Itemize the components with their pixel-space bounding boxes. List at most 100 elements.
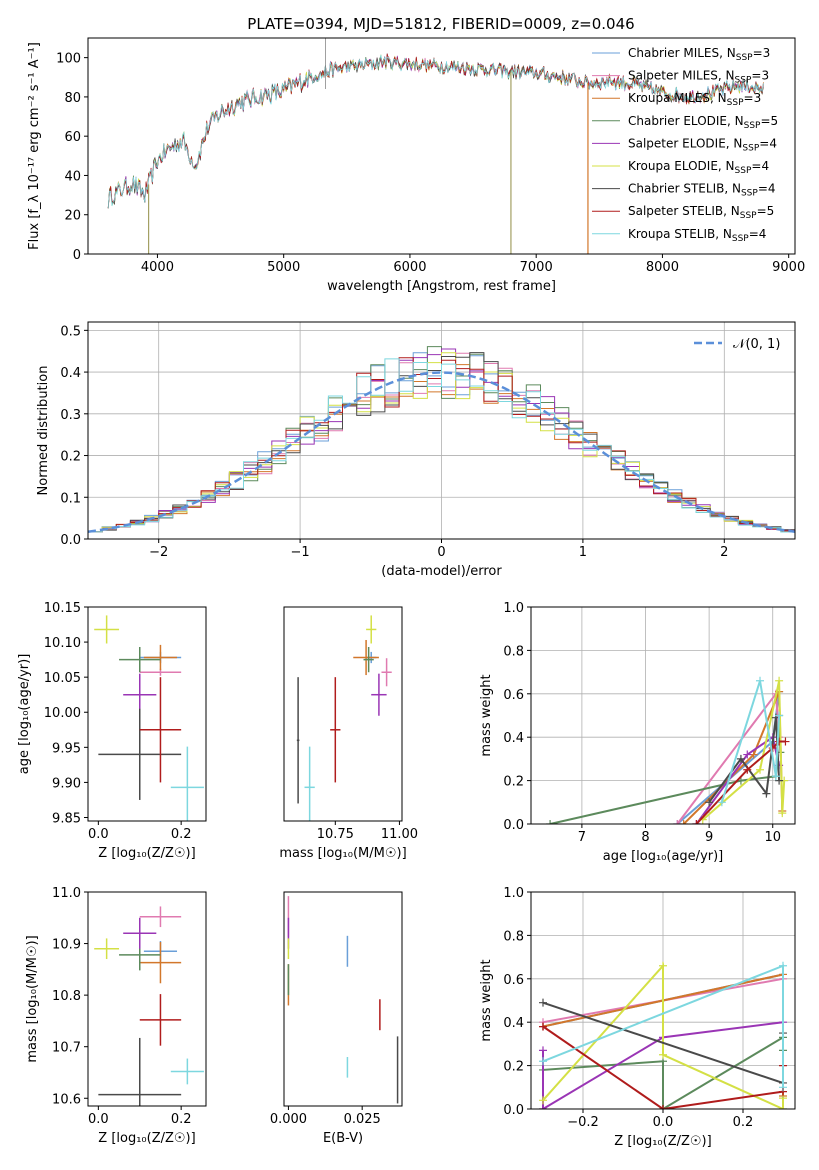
y-axis-label: mass [log₁₀(M/M☉)]	[25, 935, 40, 1062]
weight-marker	[779, 1105, 787, 1109]
x-tick-label: 0.2	[171, 1112, 192, 1127]
y-tick-label: 0.3	[60, 408, 81, 423]
y-tick-label: 9.95	[52, 741, 81, 756]
y-tick-label: 10.15	[44, 601, 81, 616]
weight-marker	[539, 1022, 547, 1031]
weight_vs_age-marks	[546, 676, 790, 824]
weight-marker	[736, 754, 745, 763]
weight_vs_Z-panel: −0.2 0.0 0.2 0.0 0.2 0.4 0.6 0.8 1.0 Z [log₁₀(Z/Z…	[479, 886, 796, 1149]
age_vs_Z-plot-area	[88, 607, 206, 821]
y-tick-label: 0.4	[503, 1016, 524, 1031]
x-axis-label: (data-model)/error	[381, 564, 502, 579]
mass_vs_ebv-marks	[287, 896, 399, 1104]
y-tick-label: 1.0	[503, 601, 524, 616]
weight-marker	[659, 1105, 667, 1109]
errorbar-point-7	[296, 677, 300, 804]
x-tick-label: 0.025	[344, 1112, 381, 1127]
y-axis-label: age [log₁₀(age/yr)]	[17, 654, 32, 775]
weight-line-5	[695, 735, 781, 824]
x-tick-label: 5000	[267, 260, 300, 275]
weight_vs_age-panel: 7 8 9 10 0.0 0.2 0.4 0.6 0.8 1.0 age [log₁₀(age/yr…	[479, 601, 796, 864]
legend-entry: Salpeter STELIB, NSSP=5	[628, 204, 774, 221]
weight-marker	[705, 798, 714, 807]
y-tick-label: 0.8	[503, 929, 524, 944]
age_vs_mass-panel: 10.75 11.00 mass [log₁₀(M/M☉)]	[279, 606, 418, 861]
weight-marker	[539, 1046, 547, 1055]
weight_vs_age-axes: 7 8 9 10 0.0 0.2 0.4 0.6 0.8 1.0 age [log₁₀(age/yr…	[479, 601, 796, 864]
y-tick-label: 80	[64, 91, 81, 106]
x-tick-label: 6000	[393, 260, 426, 275]
y-tick-label: 0.0	[60, 533, 81, 548]
y-tick-label: 100	[56, 52, 81, 67]
errorbar-point-4	[363, 646, 374, 673]
legend-entry: Chabrier MILES, NSSP=3	[628, 46, 770, 63]
legend-entry: Chabrier STELIB, NSSP=4	[628, 182, 776, 199]
x-tick-label: 0.0	[653, 1115, 674, 1130]
legend-entry: Salpeter ELODIE, NSSP=4	[628, 136, 777, 153]
y-tick-label: 0.5	[60, 324, 81, 339]
mass_vs_ebv-axes: 0.000 0.025 E(B-V)	[270, 891, 403, 1146]
weight-marker	[756, 765, 765, 774]
legend-entry: Kroupa STELIB, NSSP=4	[628, 227, 766, 244]
x-tick-label: 7	[578, 830, 586, 845]
x-tick-label: 0	[437, 545, 445, 560]
x-tick-label: −0.2	[567, 1115, 599, 1130]
y-tick-label: 10.7	[52, 1041, 81, 1056]
weight-marker	[659, 961, 667, 970]
errorbar-point-6	[366, 615, 377, 644]
weight-marker	[778, 809, 787, 818]
y-axis-label: Normed distribution	[36, 366, 51, 496]
y-tick-label: 10.8	[52, 989, 81, 1004]
errorbar-point-9	[170, 746, 204, 821]
weight-marker	[775, 711, 784, 720]
weight-marker	[539, 998, 547, 1007]
age_vs_Z-marks	[94, 615, 204, 821]
legend-entry: Kroupa ELODIE, NSSP=4	[628, 159, 769, 176]
mass_vs_Z-marks	[94, 906, 204, 1106]
weight-line-9	[720, 680, 781, 803]
x-tick-label: 0.0	[88, 1112, 109, 1127]
errorbar-point-3	[353, 639, 379, 676]
errorbar-point-8	[139, 677, 182, 783]
y-tick-label: 10.10	[44, 636, 81, 651]
weight-marker	[781, 737, 790, 746]
weight-marker	[539, 1096, 547, 1105]
x-tick-label: 10	[764, 830, 781, 845]
mass_vs_ebv-plot-area	[284, 892, 402, 1106]
y-axis-label: mass weight	[479, 674, 494, 756]
errorbar-point-8	[330, 677, 341, 783]
x-axis-label: mass [log₁₀(M/M☉)]	[279, 846, 406, 861]
mass_vs_Z-axes: 0.0 0.2 10.6 10.7 10.8 10.9 11.0 Z [log₁₀(Z/Z☉)…	[25, 886, 207, 1146]
weight-marker	[768, 744, 777, 753]
y-axis-label: mass weight	[479, 959, 494, 1041]
y-axis-label: Flux [f_λ 10⁻¹⁷ erg cm⁻² s⁻¹ A⁻¹]	[27, 42, 42, 250]
y-tick-label: 10.00	[44, 706, 81, 721]
y-tick-label: 20	[64, 209, 81, 224]
spectrum-frame	[87, 37, 796, 255]
y-tick-label: 10.9	[52, 938, 81, 953]
y-tick-label: 40	[64, 169, 81, 184]
y-tick-label: 0.2	[503, 775, 524, 790]
spectrum-legend: Chabrier MILES, NSSP=3 Salpeter MILES, NS…	[592, 46, 778, 244]
y-tick-label: 1.0	[503, 886, 524, 901]
mass_vs_ebv-panel: 0.000 0.025 E(B-V)	[270, 891, 403, 1146]
y-tick-label: 0.4	[503, 731, 524, 746]
y-tick-label: 9.85	[52, 811, 81, 826]
histogram-5	[88, 348, 795, 533]
x-tick-label: 0.000	[270, 1112, 307, 1127]
x-tick-label: 2	[720, 545, 728, 560]
x-tick-label: 7000	[520, 260, 553, 275]
errorbar-point-9	[304, 746, 315, 821]
weight-marker	[546, 820, 555, 824]
errorbar-point-6	[94, 615, 120, 644]
weight-marker	[679, 820, 688, 824]
errorbar-point-3	[143, 644, 178, 671]
weight_vs_Z-axes: −0.2 0.0 0.2 0.0 0.2 0.4 0.6 0.8 1.0 Z [log₁₀(Z/Z…	[479, 886, 796, 1149]
weight_vs_age-frame	[530, 606, 796, 825]
y-tick-label: 10.05	[44, 671, 81, 686]
x-tick-label: 4000	[141, 260, 174, 275]
spectrum-panel: 4000 5000 6000 7000 8000 9000 0 20 40 60 80 100 wave…	[27, 37, 805, 294]
y-tick-label: 9.90	[52, 776, 81, 791]
weight-marker	[743, 750, 752, 759]
weight-marker	[779, 1083, 787, 1092]
